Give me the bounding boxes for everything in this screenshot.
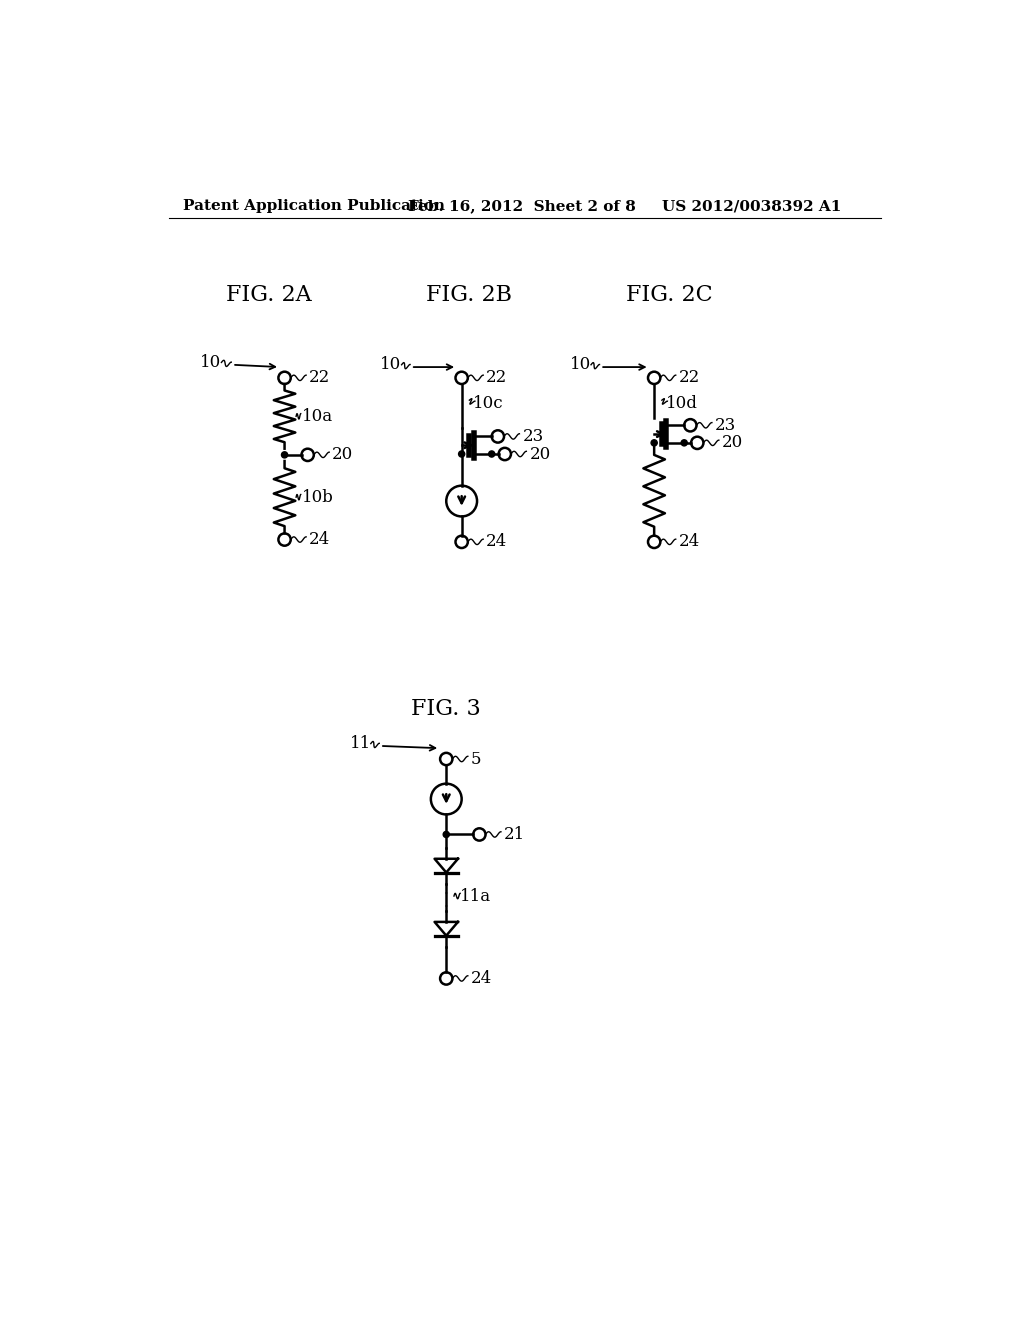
Text: 20: 20	[722, 434, 743, 451]
Text: FIG. 2B: FIG. 2B	[426, 285, 512, 306]
Text: 10d: 10d	[666, 395, 697, 412]
Circle shape	[459, 451, 465, 457]
Text: 22: 22	[309, 370, 331, 387]
Text: 10: 10	[380, 356, 401, 374]
Text: 22: 22	[679, 370, 700, 387]
Circle shape	[282, 451, 288, 458]
Text: 20: 20	[333, 446, 353, 463]
Text: US 2012/0038392 A1: US 2012/0038392 A1	[662, 199, 842, 213]
Text: 24: 24	[679, 533, 700, 550]
Text: 11: 11	[349, 735, 371, 752]
Text: 10: 10	[569, 356, 591, 374]
Circle shape	[651, 440, 657, 446]
Text: 5: 5	[471, 751, 481, 767]
Circle shape	[443, 832, 450, 838]
Text: 20: 20	[529, 446, 551, 462]
Text: .
.: . .	[443, 882, 449, 909]
Text: 21: 21	[504, 826, 525, 843]
Text: 10c: 10c	[473, 395, 504, 412]
Text: Feb. 16, 2012  Sheet 2 of 8: Feb. 16, 2012 Sheet 2 of 8	[408, 199, 636, 213]
Text: FIG. 2C: FIG. 2C	[627, 285, 713, 306]
Text: 23: 23	[522, 428, 544, 445]
Text: 11a: 11a	[460, 887, 492, 904]
Text: 23: 23	[715, 417, 736, 434]
Text: Patent Application Publication: Patent Application Publication	[183, 199, 444, 213]
Text: 10a: 10a	[301, 408, 333, 425]
Text: 22: 22	[486, 370, 508, 387]
Text: 24: 24	[309, 531, 331, 548]
Text: 10: 10	[200, 354, 221, 371]
Circle shape	[488, 451, 495, 457]
Circle shape	[681, 440, 687, 446]
Text: FIG. 3: FIG. 3	[412, 698, 481, 719]
Text: 10b: 10b	[301, 488, 334, 506]
Text: 24: 24	[486, 533, 508, 550]
Text: 24: 24	[471, 970, 493, 987]
Text: FIG. 2A: FIG. 2A	[226, 285, 312, 306]
